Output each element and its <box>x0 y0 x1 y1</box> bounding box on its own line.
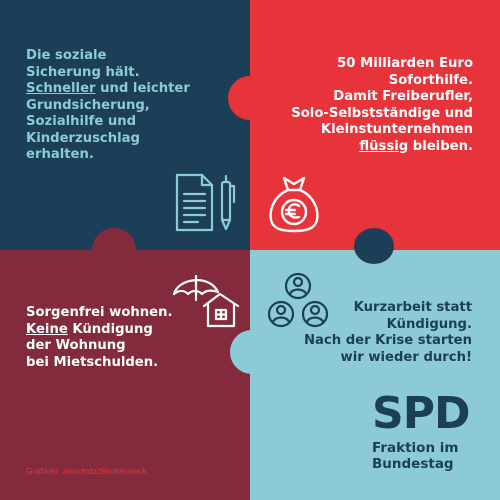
text-line: Kündigung. <box>386 316 472 332</box>
text-line: Sicherung hält. <box>26 64 140 80</box>
puzzle-knob <box>228 76 272 120</box>
umbrella-house-icon <box>172 274 240 328</box>
logo-wordmark: SPD <box>372 388 470 439</box>
text-line: flüssig bleiben. <box>359 138 473 154</box>
text-line: Grundsicherung, <box>26 97 150 113</box>
text-line: Damit Freiberufler, <box>333 89 473 104</box>
text-line: Solo-Selbstständige und <box>291 105 473 121</box>
text-line: Sozialhilfe und <box>26 114 137 129</box>
panel-emergency-aid <box>250 0 500 250</box>
text-line: der Wohnung <box>26 338 126 353</box>
panel-social-security <box>0 0 250 250</box>
text-line: Kleinstunternehmen <box>320 122 473 137</box>
underlined-word: Keine <box>26 321 68 337</box>
text-line: Soforthilfe. <box>388 72 473 88</box>
text-line: wir wieder durch! <box>340 349 472 365</box>
logo-subtitle: Fraktion im <box>372 440 459 456</box>
text-line: Kurzarbeit statt <box>353 300 472 315</box>
text-line: Die soziale <box>26 48 107 63</box>
text-line: Schneller und leichter <box>26 81 190 96</box>
people-group-icon <box>268 272 328 328</box>
text-line: Kinderzuschlag <box>26 130 140 146</box>
euro-money-bag-icon <box>269 176 319 233</box>
text-line: bei Mietschulden. <box>26 354 159 370</box>
housing-text: Sorgenfrei wohnen. Keine Kündigung der W… <box>26 305 173 371</box>
emergency-aid-text: 50 Milliarden Euro Soforthilfe. Damit Fr… <box>291 56 473 155</box>
underlined-word: flüssig <box>359 138 409 154</box>
text-line: Nach der Krise starten <box>303 333 472 348</box>
puzzle-knob <box>230 330 274 374</box>
text-line: 50 Milliarden Euro <box>337 56 473 71</box>
social-security-text: Die soziale Sicherung hält. Schneller un… <box>26 48 190 164</box>
document-pen-icon <box>175 173 236 232</box>
underlined-word: Schneller <box>26 81 96 96</box>
logo-subtitle: Bundestag <box>372 456 454 472</box>
text-line: erhalten. <box>26 147 94 162</box>
text-line: Sorgenfrei wohnen. <box>26 305 173 320</box>
image-credit: Grafiken: alexdndz/Shutterstock <box>26 466 147 476</box>
short-time-work-text: Kurzarbeit statt Kündigung. Nach der Kri… <box>304 300 472 366</box>
puzzle-knob <box>92 228 136 272</box>
spd-logo: SPD Fraktion im Bundestag <box>372 388 470 473</box>
puzzle-knob <box>354 228 394 264</box>
text-line: Keine Kündigung <box>26 321 153 337</box>
